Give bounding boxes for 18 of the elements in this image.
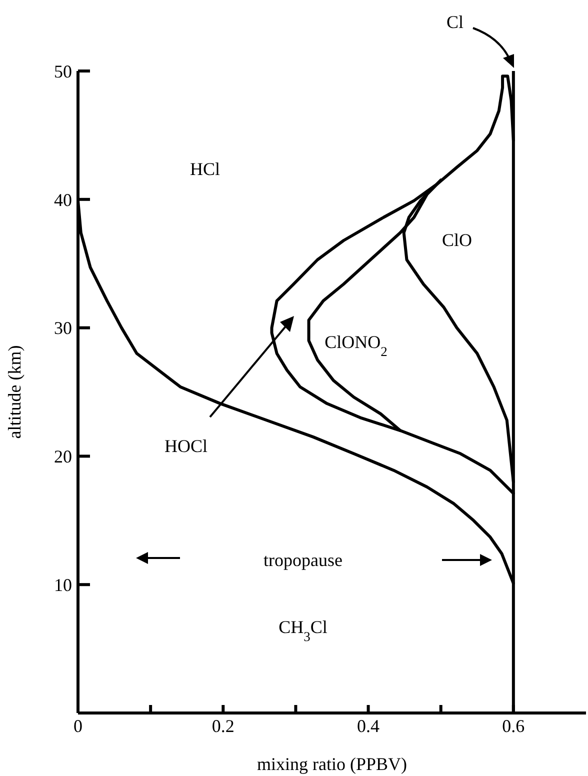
annotation: tropopause bbox=[264, 550, 342, 570]
x-axis-title: mixing ratio (PPBV) bbox=[256, 754, 408, 774]
annotation: ClONO$_{2}$ bbox=[324, 332, 388, 358]
x-tick-label: 0.4 bbox=[357, 716, 380, 736]
annotation: HCl bbox=[190, 159, 220, 179]
x-tick-label: 0.6 bbox=[502, 716, 525, 736]
y-axis-title: altitude (km) bbox=[4, 345, 24, 439]
y-tick-label: 50 bbox=[54, 61, 72, 82]
text: Cl bbox=[446, 12, 464, 32]
y-tick-label: 10 bbox=[54, 574, 72, 595]
y-tick-label: 20 bbox=[54, 446, 72, 467]
annotation: ClO bbox=[442, 230, 472, 250]
x-tick-label: 0.2 bbox=[212, 716, 234, 736]
annotation: CH$_{3}$Cl bbox=[278, 617, 328, 644]
y-tick-label: 30 bbox=[54, 318, 72, 338]
y-tick-label: 40 bbox=[54, 190, 72, 210]
x-tick-label: 0 bbox=[74, 716, 82, 736]
annotation: HOCl bbox=[164, 436, 208, 456]
